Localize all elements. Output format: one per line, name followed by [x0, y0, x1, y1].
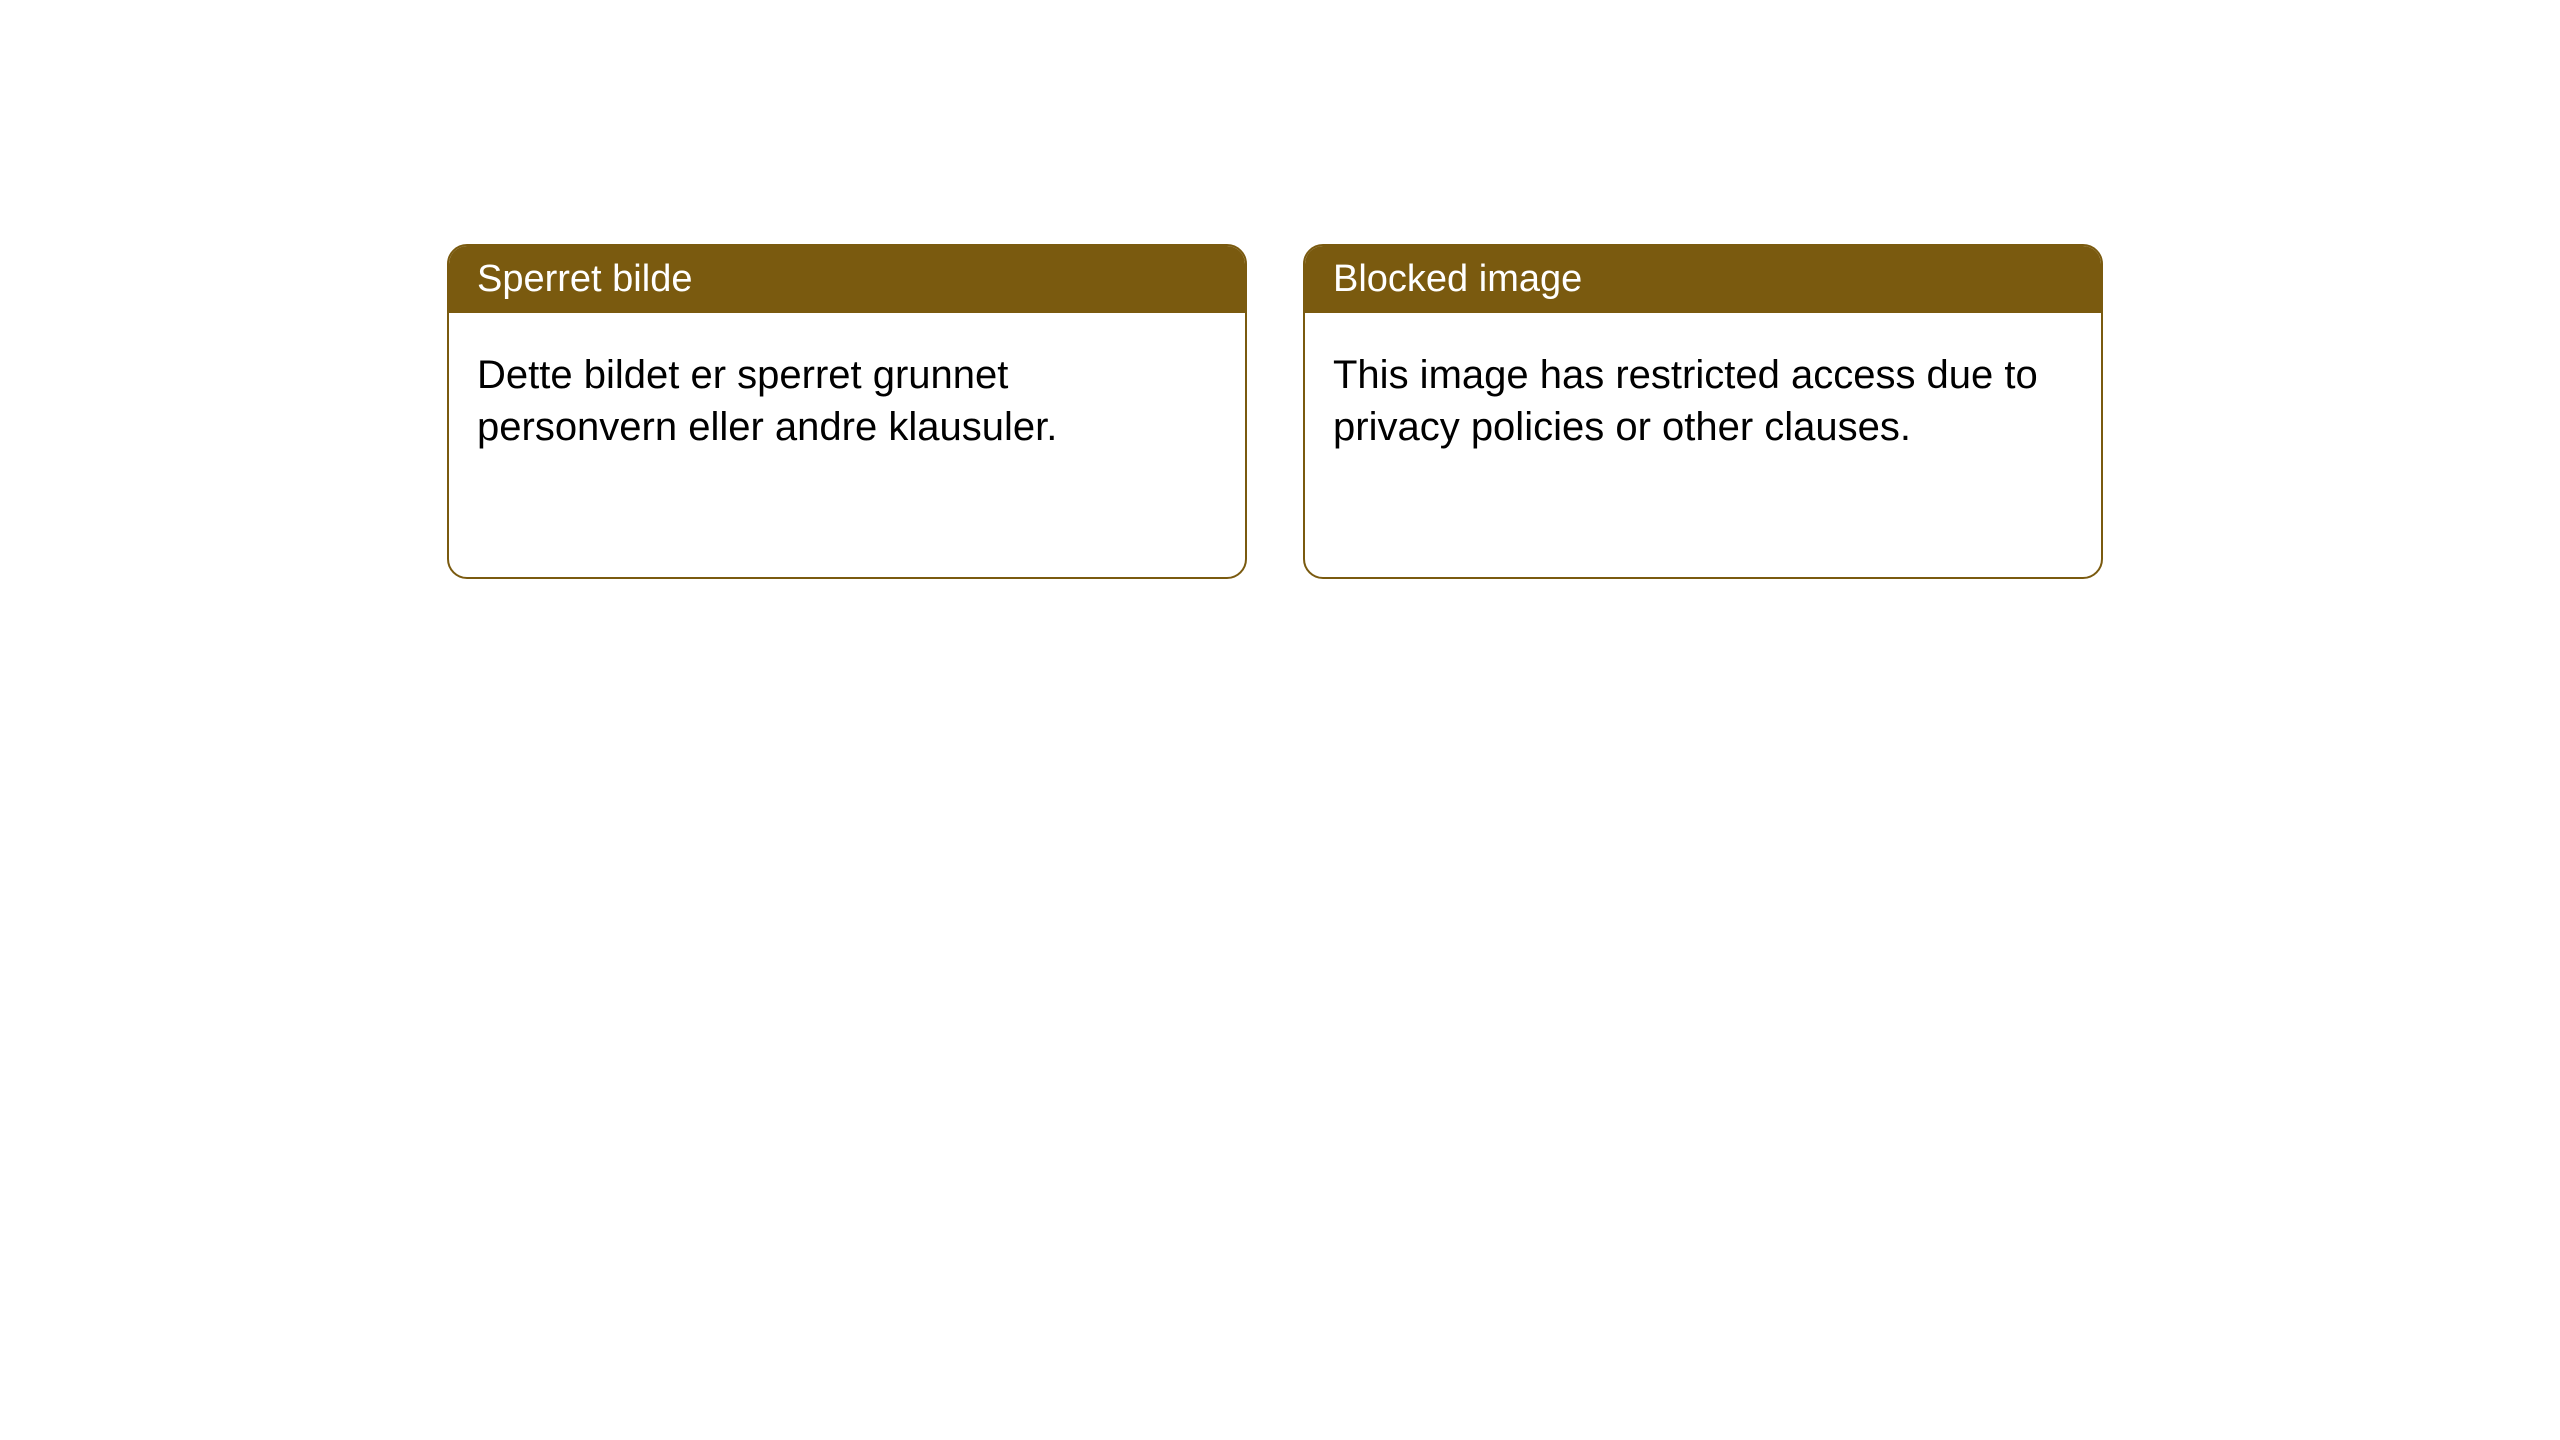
notice-body-text: Dette bildet er sperret grunnet personve…	[477, 353, 1057, 449]
notice-card-english: Blocked image This image has restricted …	[1303, 244, 2103, 579]
notice-title: Sperret bilde	[477, 258, 692, 300]
notice-card-norwegian: Sperret bilde Dette bildet er sperret gr…	[447, 244, 1247, 579]
notice-header: Sperret bilde	[449, 246, 1245, 313]
notice-body-text: This image has restricted access due to …	[1333, 353, 2038, 449]
notice-body: Dette bildet er sperret grunnet personve…	[449, 313, 1245, 489]
notice-title: Blocked image	[1333, 258, 1582, 300]
notice-container: Sperret bilde Dette bildet er sperret gr…	[447, 244, 2103, 579]
notice-body: This image has restricted access due to …	[1305, 313, 2101, 489]
notice-header: Blocked image	[1305, 246, 2101, 313]
